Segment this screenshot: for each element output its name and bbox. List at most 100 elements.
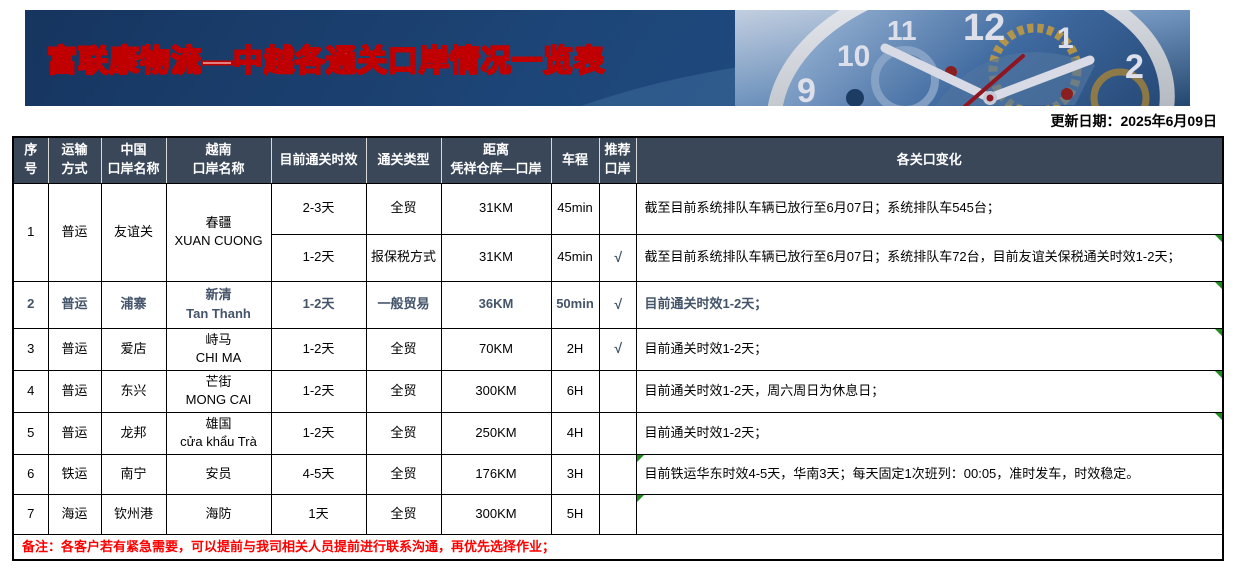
transport-mode-cell[interactable]: 普运 [47,280,102,329]
drive-time-cell[interactable]: 3H [550,453,600,495]
table-row: 5 普运 龙邦 雄国 cửa khẩu Trà 1-2天 全贸 250KM 4H… [12,411,1224,455]
distance-cell[interactable]: 250KM [440,411,552,455]
seq-cell[interactable]: 2 [12,280,49,329]
clearance-time-cell[interactable]: 1-2天 [270,233,367,282]
remark-cell[interactable]: 截至目前系统排队车辆已放行至6月07日；系统排队车545台； [635,182,1224,235]
seq-cell[interactable]: 1 [12,182,49,282]
clearance-time-cell[interactable]: 1-2天 [270,411,367,455]
vietnam-port-cell[interactable]: 安员 [165,453,272,495]
distance-cell[interactable]: 36KM [440,280,552,329]
remark-cell[interactable]: 目前通关时效1-2天，周六周日为休息日； [635,369,1224,413]
clearance-time-cell[interactable]: 1-2天 [270,280,367,329]
drive-time-cell[interactable]: 2H [550,327,600,371]
table-row: 6 铁运 南宁 安员 4-5天 全贸 176KM 3H 目前铁运华东时效4-5天… [12,453,1224,495]
remark-cell[interactable]: 目前通关时效1-2天； [635,411,1224,455]
svg-text:9: 9 [797,72,816,106]
recommended-check[interactable]: √ [598,327,637,371]
china-port-cell[interactable]: 浦寨 [100,280,167,329]
seq-cell[interactable]: 5 [12,411,49,455]
svg-text:10: 10 [837,40,870,73]
recommended-check[interactable] [598,493,637,535]
seq-cell[interactable]: 4 [12,369,49,413]
distance-cell[interactable]: 176KM [440,453,552,495]
clearance-time-cell[interactable]: 2-3天 [270,182,367,235]
transport-mode-cell[interactable]: 普运 [47,327,102,371]
watch-image: 9 10 11 12 1 2 [735,10,1190,106]
clearance-type-cell[interactable]: 全贸 [365,182,442,235]
transport-mode-cell[interactable]: 普运 [47,369,102,413]
clearance-type-cell[interactable]: 一般贸易 [365,280,442,329]
transport-mode-cell[interactable]: 普运 [47,182,102,282]
china-port-cell[interactable]: 东兴 [100,369,167,413]
recommended-check[interactable] [598,411,637,455]
vietnam-port-cell[interactable]: 芒街 MONG CAI [165,369,272,413]
col-header-changes[interactable]: 各关口变化 [635,136,1224,184]
recommended-check[interactable]: √ [598,280,637,329]
vietnam-port-cell[interactable]: 峙马 CHI MA [165,327,272,371]
seq-cell[interactable]: 7 [12,493,49,535]
transport-mode-cell[interactable]: 海运 [47,493,102,535]
col-header-transport-mode[interactable]: 运输 方式 [47,136,102,184]
col-header-clearance-time[interactable]: 目前通关时效 [270,136,367,184]
vietnam-port-cell[interactable]: 新清 Tan Thanh [165,280,272,329]
drive-time-cell[interactable]: 45min [550,182,600,235]
distance-cell[interactable]: 300KM [440,369,552,413]
table-row: 1-2天 报保税方式 31KM 45min √ 截至目前系统排队车辆已放行至6月… [13,233,1224,282]
remark-cell[interactable] [635,493,1224,535]
distance-cell[interactable]: 70KM [440,327,552,371]
page-title: 富联康物流—中越各通关口岸情况一览表 [46,44,605,79]
vietnam-port-cell[interactable]: 海防 [165,493,272,535]
remark-cell[interactable]: 目前通关时效1-2天； [635,327,1224,371]
clearance-time-cell[interactable]: 4-5天 [270,453,367,495]
recommended-check[interactable] [598,182,637,235]
update-date-cell[interactable]: 更新日期：2025年6月09日 [1050,113,1217,129]
clearance-type-cell[interactable]: 报保税方式 [365,233,442,282]
distance-cell[interactable]: 31KM [440,233,552,282]
drive-time-cell[interactable]: 5H [550,493,600,535]
vietnam-port-cell[interactable]: 春疆 XUAN CUONG [165,182,272,282]
distance-cell[interactable]: 31KM [440,182,552,235]
clearance-time-cell[interactable]: 1-2天 [270,327,367,371]
col-header-recommended[interactable]: 推荐 口岸 [598,136,637,184]
seq-cell[interactable]: 3 [12,327,49,371]
china-port-cell[interactable]: 钦州港 [100,493,167,535]
clearance-time-cell[interactable]: 1-2天 [270,369,367,413]
col-header-distance[interactable]: 距离 凭祥仓库—口岸 [440,136,552,184]
distance-cell[interactable]: 300KM [440,493,552,535]
china-port-cell[interactable]: 爱店 [100,327,167,371]
table-row: 1 普运 友谊关 春疆 XUAN CUONG 2-3天 全贸 31KM 45mi… [12,182,1224,282]
china-port-cell[interactable]: 南宁 [100,453,167,495]
drive-time-cell[interactable]: 4H [550,411,600,455]
vietnam-port-cell[interactable]: 雄国 cửa khẩu Trà [165,411,272,455]
svg-text:2: 2 [1125,48,1144,86]
china-port-cell[interactable]: 龙邦 [100,411,167,455]
remark-cell[interactable]: 目前铁运华东时效4-5天，华南3天；每天固定1次班列：00:05，准时发车，时效… [635,453,1224,495]
drive-time-cell[interactable]: 6H [550,369,600,413]
seq-cell[interactable]: 6 [12,453,49,495]
drive-time-cell[interactable]: 50min [550,280,600,329]
clearance-time-cell[interactable]: 1天 [270,493,367,535]
clearance-type-cell[interactable]: 全贸 [365,369,442,413]
clearance-type-cell[interactable]: 全贸 [365,327,442,371]
col-header-china-port[interactable]: 中国 口岸名称 [100,136,167,184]
clearance-type-cell[interactable]: 全贸 [365,453,442,495]
china-port-cell[interactable]: 友谊关 [100,182,167,282]
drive-time-cell[interactable]: 45min [550,233,600,282]
table-row: 7 海运 钦州港 海防 1天 全贸 300KM 5H [12,493,1224,535]
col-header-seq[interactable]: 序 号 [12,136,49,184]
recommended-check[interactable]: √ [598,233,637,282]
col-header-clearance-type[interactable]: 通关类型 [365,136,442,184]
clearance-type-cell[interactable]: 全贸 [365,493,442,535]
recommended-check[interactable] [598,453,637,495]
recommended-check[interactable] [598,369,637,413]
col-header-drive-time[interactable]: 车程 [550,136,600,184]
footer-note-row: 备注：各客户若有紧急需要，可以提前与我司相关人员提前进行联系沟通，再优先选择作业… [12,533,1224,561]
col-header-vietnam-port[interactable]: 越南 口岸名称 [165,136,272,184]
remark-cell[interactable]: 截至目前系统排队车辆已放行至6月07日；系统排队车72台，目前友谊关保税通关时效… [635,233,1224,282]
transport-mode-cell[interactable]: 铁运 [47,453,102,495]
remark-cell[interactable]: 目前通关时效1-2天； [635,280,1224,329]
footer-note-cell[interactable]: 备注：各客户若有紧急需要，可以提前与我司相关人员提前进行联系沟通，再优先选择作业… [12,533,1224,561]
clearance-type-cell[interactable]: 全贸 [365,411,442,455]
transport-mode-cell[interactable]: 普运 [47,411,102,455]
